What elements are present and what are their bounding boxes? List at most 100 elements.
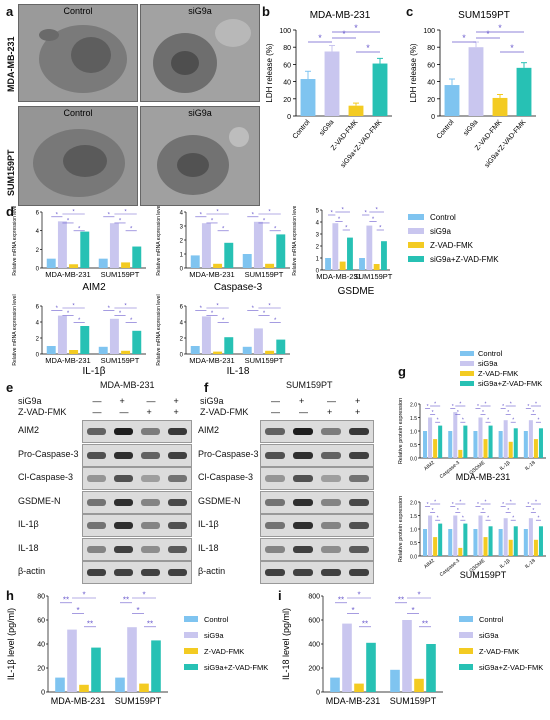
y-tick-label: 2.0 xyxy=(410,403,417,409)
bar-sig9a+z-vad-fmk xyxy=(488,526,493,556)
tem-caption: Control xyxy=(63,108,93,118)
y-tick-label: 800 xyxy=(308,594,320,601)
sig-star: * xyxy=(510,500,512,506)
blot-strip--actin xyxy=(260,561,374,584)
bar-sig9a xyxy=(253,221,263,268)
sig-star: * xyxy=(379,226,382,232)
blot-band xyxy=(349,545,369,553)
y-tick-label: 0 xyxy=(431,114,435,121)
sig-star: * xyxy=(331,211,334,217)
western-blot-sum: SUM159PT siG9a — + — + Z-VAD-FMK — — + + AIM2 Pro-Ca… xyxy=(198,378,394,586)
chart-title: SUM159PT xyxy=(460,570,507,580)
sig-star: * xyxy=(434,402,436,408)
x-group-label: MDA-MB-231 xyxy=(45,270,90,279)
blot-band xyxy=(87,498,106,506)
sig-star: * xyxy=(263,311,266,317)
bar-z-vad-fmk xyxy=(354,683,364,692)
bar-z-vad-fmk xyxy=(508,441,513,458)
bar-sig9a xyxy=(57,315,67,354)
bar-sig9a+z-vad-fmk xyxy=(276,234,286,268)
panel-a-row-label-2: SUM159PT xyxy=(6,149,16,196)
sig-star: * xyxy=(411,606,414,615)
band-label: Pro-Caspase-3 xyxy=(18,448,79,459)
sig-star: * xyxy=(437,516,439,522)
bar-sig9a xyxy=(503,420,508,458)
band-label: AIM2 xyxy=(18,425,40,435)
sig-star: * xyxy=(462,418,464,424)
sig-star: * xyxy=(512,418,514,424)
bar-z-vad-fmk xyxy=(508,539,513,556)
sig-star: * xyxy=(537,516,539,522)
ldh-chart-mda: MDA-MB-231 LDH release (%) 0 20 40 60 80 100 Con… xyxy=(265,10,392,169)
treatment-mark: — xyxy=(92,407,102,417)
bar-sig9a xyxy=(453,412,458,458)
sig-star: ** xyxy=(338,595,344,604)
bar-sig9a+z-vad-fmk xyxy=(463,425,468,458)
bar-control xyxy=(359,258,365,270)
y-tick-label: 0 xyxy=(36,267,40,273)
bar-z-vad-fmk xyxy=(348,105,364,116)
sig-star: * xyxy=(341,208,344,214)
sig-star: * xyxy=(427,502,429,508)
legend-swatch xyxy=(459,664,473,670)
x-group-label: MDA-MB-231 xyxy=(316,272,361,281)
bar-sig9a+z-vad-fmk xyxy=(538,526,543,556)
bar-z-vad-fmk xyxy=(265,350,275,354)
sig-star: * xyxy=(532,410,534,416)
blot-band xyxy=(265,498,285,506)
sig-star: * xyxy=(252,212,255,218)
x-group-label: MDA-MB-231 xyxy=(51,696,106,706)
panel-a-row-label-1: MDA-MB-231 xyxy=(6,36,16,92)
x-group-label: SUM159PT xyxy=(245,270,284,279)
bar-control xyxy=(473,431,478,458)
blot-band xyxy=(114,475,133,482)
bar-control xyxy=(242,346,252,354)
y-tick-label: 60 xyxy=(283,62,291,69)
blot-strip-il-18 xyxy=(82,537,192,561)
sig-star: ** xyxy=(87,619,93,628)
panel-a-letter: a xyxy=(6,4,14,19)
x-tick-label: IL-18 xyxy=(524,558,537,570)
treatment-label: siG9a xyxy=(200,396,224,406)
x-tick-label: Control xyxy=(292,118,312,140)
blot-band xyxy=(141,498,160,506)
sig-star: * xyxy=(485,402,487,408)
sig-star: * xyxy=(108,212,111,218)
treatment-mark: — xyxy=(327,396,336,406)
sig-star: * xyxy=(462,33,466,43)
band-label: Pro-Caspase-3 xyxy=(198,448,259,459)
sig-star: * xyxy=(366,43,370,53)
y-tick-label: 0 xyxy=(316,690,320,697)
blot-band xyxy=(293,545,313,553)
x-group-label: SUM159PT xyxy=(354,272,393,281)
sig-star: ** xyxy=(147,619,153,628)
y-tick-label: 600 xyxy=(308,618,320,625)
treatment-mark: — xyxy=(146,396,156,406)
panel-e-letter: e xyxy=(6,380,14,395)
sig-star: * xyxy=(338,217,341,223)
blot-band xyxy=(114,545,133,553)
bar-sig9a+z-vad-fmk xyxy=(538,428,543,458)
chart-title: IL-1β xyxy=(83,366,106,377)
y-tick-label: 1.0 xyxy=(410,528,417,534)
blot-band xyxy=(293,451,313,459)
chart-title: Caspase-3 xyxy=(214,282,263,293)
y-tick-label: 3 xyxy=(316,233,320,239)
bar-sig9a xyxy=(428,417,433,458)
treatment-mark: + xyxy=(146,407,152,417)
blot-band xyxy=(114,569,133,576)
bar-z-vad-fmk xyxy=(213,263,223,268)
sig-star: * xyxy=(502,502,504,508)
tem-image-mda-sig9a: siG9a xyxy=(140,4,260,102)
y-tick-label: 0 xyxy=(36,353,40,359)
y-tick-label: 1.5 xyxy=(410,416,417,422)
blot-strip-aim2 xyxy=(82,420,192,443)
treatment-mark: + xyxy=(173,407,179,417)
sig-star: * xyxy=(507,410,509,416)
sig-star: * xyxy=(537,418,539,424)
legend-label: Control xyxy=(204,615,229,624)
bar-control xyxy=(46,346,56,354)
bar-z-vad-fmk xyxy=(69,264,79,268)
y-tick-label: 200 xyxy=(308,666,320,673)
